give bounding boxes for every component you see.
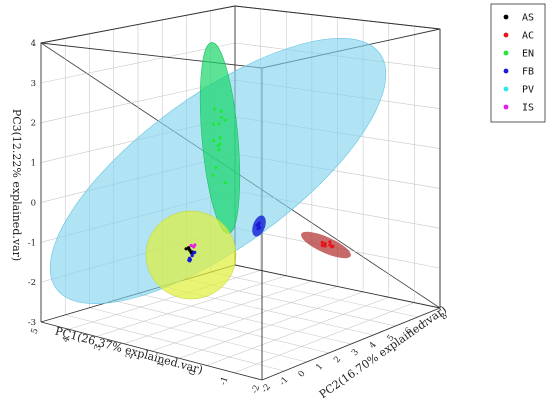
point-en	[218, 136, 222, 140]
z-tick-label: 2	[31, 119, 36, 129]
x-tick-label: -2	[250, 384, 262, 395]
point-en	[219, 109, 223, 113]
frame-top-left	[40, 5, 236, 44]
frame-floor-front-left	[40, 321, 263, 381]
point-fb	[255, 223, 259, 227]
point-en	[219, 116, 224, 120]
grid-line-floor	[234, 302, 415, 374]
x-tick-label: 3	[93, 344, 104, 353]
point-en	[214, 165, 218, 170]
y-tick-label: 5	[385, 333, 396, 344]
legend-label-is: IS	[522, 103, 534, 114]
y-tick-label: 6	[403, 326, 414, 337]
point-en	[217, 148, 221, 152]
y-tick-label: 7	[421, 319, 432, 330]
legend-box	[490, 3, 546, 123]
legend-marker-is	[503, 104, 509, 110]
frame-top-back	[234, 5, 441, 30]
x-tick-label: 4	[61, 335, 72, 344]
z-axis-ticks: 4 3 2 1 0 -1 -2 -3	[28, 39, 36, 328]
y-tick-label: -2	[260, 382, 273, 395]
y-tick-label: 2	[332, 355, 343, 366]
data-points	[184, 107, 335, 263]
point-en	[212, 122, 216, 127]
legend-marker-pv	[503, 86, 509, 92]
legend-label-fb: FB	[522, 67, 534, 78]
y-tick-label: 8	[439, 311, 450, 322]
point-en	[223, 180, 227, 185]
grid-line-floor	[179, 291, 364, 359]
y-tick-label: -1	[278, 375, 291, 388]
z-tick-label: 3	[31, 79, 36, 89]
legend-label-en: EN	[522, 49, 534, 60]
point-fb	[190, 254, 194, 258]
confidence-ellipses	[49, 38, 387, 304]
frame-floor-front-right	[261, 307, 441, 381]
z-tick-label: 4	[31, 39, 36, 49]
y-tick-label: 4	[368, 340, 379, 351]
x-tick-label: 5	[29, 327, 40, 336]
legend-marker-ac	[503, 32, 509, 38]
point-is	[189, 243, 193, 248]
point-en	[212, 107, 217, 111]
z-tick-label: 0	[31, 198, 36, 208]
grid-line-floor	[151, 286, 338, 352]
point-ac	[320, 243, 324, 248]
legend-marker-as	[503, 14, 509, 20]
z-tick-label: 1	[31, 159, 36, 169]
legend-marker-en	[503, 50, 509, 56]
grid-line-floor	[206, 296, 389, 366]
y-tick-label: 0	[296, 369, 307, 380]
z-tick-label: -1	[28, 238, 36, 248]
point-en	[218, 142, 222, 146]
point-ac	[331, 244, 335, 248]
grid-line-floor	[210, 271, 418, 318]
legend: AS AC EN FB PV IS	[490, 3, 546, 123]
x-tick-label: -1	[218, 375, 230, 386]
point-is	[193, 243, 197, 247]
x-tick-label: 1	[156, 360, 167, 369]
y-axis-title: PC2(16.70% explained.var)	[317, 303, 449, 401]
x-tick-label: 0	[187, 368, 198, 377]
point-en	[212, 138, 216, 143]
z-tick-label: -2	[28, 278, 36, 288]
legend-marker-fb	[503, 68, 509, 74]
x-axis-title: PC1(26.37% explained.var)	[54, 325, 205, 377]
point-ac	[323, 242, 327, 246]
point-ac	[328, 240, 332, 244]
legend-label-as: AS	[522, 13, 534, 24]
z-axis-title: PC3(12.22% explained.var)	[10, 109, 23, 261]
point-fb	[188, 258, 192, 262]
point-ac	[323, 244, 327, 248]
point-ac	[320, 240, 324, 245]
point-ac	[328, 243, 332, 247]
point-en	[217, 122, 221, 126]
x-tick-label: 2	[124, 352, 135, 361]
point-en	[223, 118, 227, 122]
y-tick-label: 1	[314, 362, 325, 373]
frame-floor-back	[234, 264, 441, 309]
point-as	[187, 246, 191, 250]
point-fb	[256, 227, 260, 231]
z-tick-label: -3	[28, 318, 36, 328]
point-en	[211, 173, 215, 177]
legend-label-ac: AC	[522, 31, 534, 42]
point-as	[184, 247, 188, 251]
x-axis-ticks: -2 -1 0 1 2 3 4 5	[29, 327, 262, 395]
point-as	[189, 250, 193, 254]
y-tick-label: 3	[350, 347, 361, 358]
legend-label-pv: PV	[522, 85, 534, 96]
